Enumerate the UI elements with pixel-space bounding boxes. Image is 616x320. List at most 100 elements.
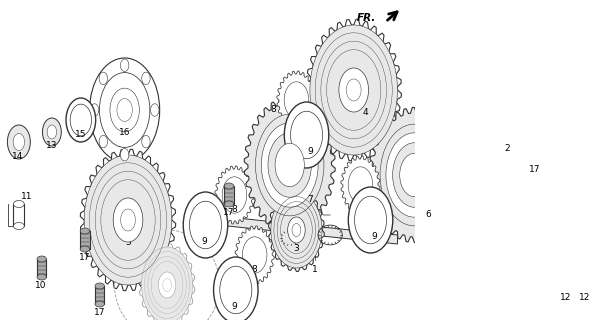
Circle shape xyxy=(183,192,228,258)
Text: 13: 13 xyxy=(46,141,58,150)
Circle shape xyxy=(113,198,143,242)
Text: 5: 5 xyxy=(125,238,131,247)
Text: 17: 17 xyxy=(529,165,540,174)
Circle shape xyxy=(150,104,159,116)
Circle shape xyxy=(400,153,429,197)
Circle shape xyxy=(142,247,193,320)
Text: 10: 10 xyxy=(34,281,46,290)
Circle shape xyxy=(117,99,132,122)
Polygon shape xyxy=(277,71,316,129)
Circle shape xyxy=(348,167,373,203)
Ellipse shape xyxy=(224,183,234,189)
Circle shape xyxy=(99,135,108,148)
Circle shape xyxy=(121,148,129,161)
Polygon shape xyxy=(244,97,335,233)
Bar xyxy=(14,204,24,226)
Polygon shape xyxy=(209,215,397,244)
Text: FR.: FR. xyxy=(357,13,376,23)
Bar xyxy=(80,231,89,249)
Text: 8: 8 xyxy=(361,195,367,204)
Text: 11: 11 xyxy=(21,192,33,201)
Text: 16: 16 xyxy=(119,128,131,137)
Ellipse shape xyxy=(80,228,89,234)
Bar xyxy=(95,286,105,304)
Circle shape xyxy=(284,82,309,118)
Circle shape xyxy=(291,111,323,159)
Circle shape xyxy=(43,118,62,146)
Circle shape xyxy=(89,58,160,162)
Text: 17: 17 xyxy=(79,253,91,262)
Text: 7: 7 xyxy=(307,195,313,204)
Circle shape xyxy=(392,143,436,207)
Polygon shape xyxy=(464,84,526,176)
Circle shape xyxy=(386,133,443,217)
Ellipse shape xyxy=(95,283,105,289)
Text: 8: 8 xyxy=(232,205,237,214)
Bar xyxy=(224,186,234,204)
Polygon shape xyxy=(369,108,460,243)
Text: 12: 12 xyxy=(560,293,572,302)
Circle shape xyxy=(268,133,312,197)
Circle shape xyxy=(561,277,571,292)
Circle shape xyxy=(310,25,397,155)
Circle shape xyxy=(222,177,247,213)
Circle shape xyxy=(190,201,222,249)
Circle shape xyxy=(348,187,393,253)
Text: 1: 1 xyxy=(312,265,317,274)
Circle shape xyxy=(243,237,267,273)
Text: 8: 8 xyxy=(270,105,276,114)
Text: 8: 8 xyxy=(252,265,257,274)
Circle shape xyxy=(261,123,318,207)
Ellipse shape xyxy=(530,140,539,146)
Text: 9: 9 xyxy=(201,237,207,246)
Text: 6: 6 xyxy=(425,210,431,219)
Ellipse shape xyxy=(37,256,46,262)
Polygon shape xyxy=(269,188,324,271)
Circle shape xyxy=(91,104,99,116)
Circle shape xyxy=(84,155,172,285)
Polygon shape xyxy=(215,166,254,224)
Circle shape xyxy=(99,73,150,148)
Circle shape xyxy=(355,196,387,244)
Circle shape xyxy=(339,68,368,112)
Polygon shape xyxy=(139,244,195,320)
Circle shape xyxy=(158,272,176,298)
Text: 17: 17 xyxy=(94,308,105,317)
Ellipse shape xyxy=(80,246,89,252)
Circle shape xyxy=(256,114,324,216)
Circle shape xyxy=(7,125,30,159)
Ellipse shape xyxy=(14,201,24,207)
Circle shape xyxy=(486,116,505,144)
Circle shape xyxy=(142,72,150,84)
Circle shape xyxy=(271,192,322,268)
Text: 14: 14 xyxy=(12,152,23,161)
Circle shape xyxy=(288,217,305,243)
Circle shape xyxy=(220,266,252,314)
Circle shape xyxy=(577,273,593,297)
Ellipse shape xyxy=(95,301,105,307)
Ellipse shape xyxy=(14,222,24,229)
Circle shape xyxy=(110,88,139,132)
Bar xyxy=(37,259,46,277)
Text: 2: 2 xyxy=(505,144,510,153)
Text: 9: 9 xyxy=(232,302,237,311)
Text: 17: 17 xyxy=(224,208,235,217)
Circle shape xyxy=(467,88,524,172)
Circle shape xyxy=(13,133,25,150)
Circle shape xyxy=(285,102,329,168)
Circle shape xyxy=(99,72,108,84)
Polygon shape xyxy=(306,19,402,161)
Text: 15: 15 xyxy=(75,130,87,139)
Circle shape xyxy=(275,143,304,187)
Circle shape xyxy=(47,125,57,139)
Text: 4: 4 xyxy=(363,108,368,117)
Circle shape xyxy=(556,270,576,300)
Text: 9: 9 xyxy=(307,147,313,156)
Circle shape xyxy=(581,279,589,291)
Circle shape xyxy=(70,104,92,136)
Text: 9: 9 xyxy=(371,232,377,241)
Polygon shape xyxy=(80,149,176,291)
Circle shape xyxy=(121,59,129,72)
Circle shape xyxy=(152,268,168,292)
Circle shape xyxy=(142,135,150,148)
